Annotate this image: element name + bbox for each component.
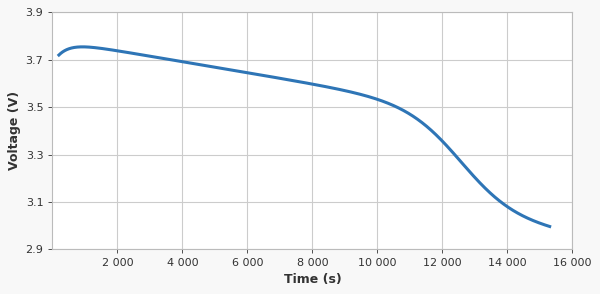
Y-axis label: Voltage (V): Voltage (V) bbox=[8, 91, 22, 171]
X-axis label: Time (s): Time (s) bbox=[284, 273, 341, 286]
